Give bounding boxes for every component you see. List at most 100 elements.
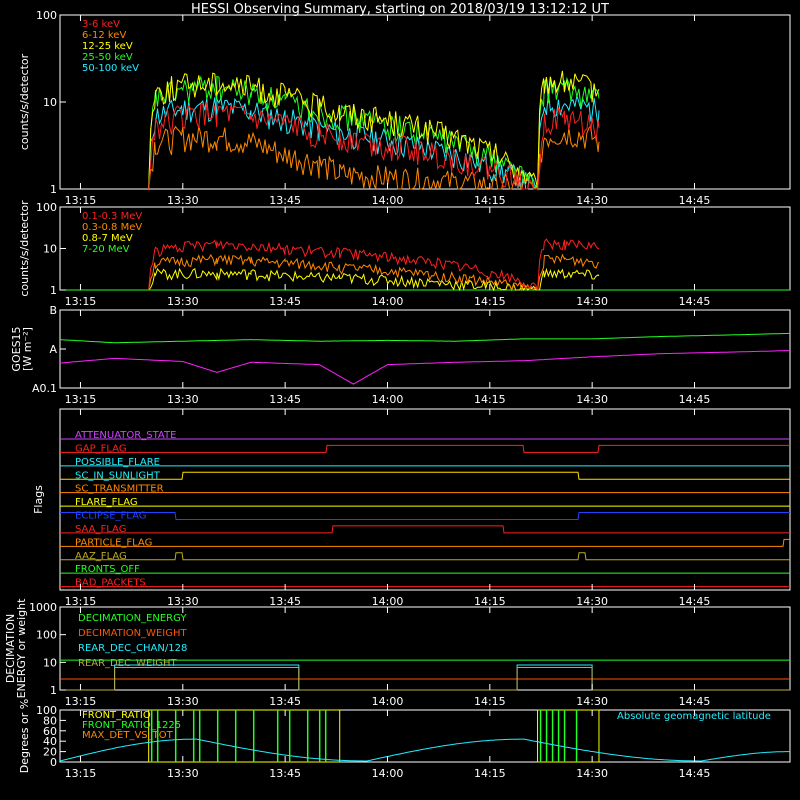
x-tick-label: 13:45 <box>269 194 301 207</box>
ratios-y-tick-label: 100 <box>36 704 57 717</box>
lightcurve-12-25-kev <box>148 70 600 190</box>
x-tick-label: 14:30 <box>576 695 608 708</box>
lightcurve-low-ylabel: counts/s/detector <box>18 53 31 150</box>
decimation-legend-entry: DECIMATION_WEIGHT <box>78 628 187 639</box>
lightcurve-high-legend-entry: 0.3-0.8 MeV <box>82 222 142 233</box>
lightcurve-low-legend-entry: 3-6 keV <box>82 19 120 30</box>
x-tick-label: 14:30 <box>576 767 608 780</box>
ratios-y-tick-label: 60 <box>43 725 57 738</box>
x-tick-label: 14:00 <box>372 595 404 608</box>
ratios-y-tick-label: 80 <box>43 714 57 727</box>
decimation-rear-dec-weight <box>60 667 790 691</box>
flag-label: BAD_PACKETS <box>75 578 146 589</box>
decimation-legend-entry: DECIMATION_ENERGY <box>78 613 187 624</box>
flag-label: ATTENUATOR_STATE <box>75 430 176 441</box>
flag-line-gap-flag <box>60 444 790 453</box>
flag-line-saa-flag <box>60 525 790 534</box>
ratios-y-tick-label: 20 <box>43 746 57 759</box>
ratios-y-tick-label: 40 <box>43 735 57 748</box>
x-tick-label: 13:30 <box>167 393 199 406</box>
flag-line-particle-flag <box>60 538 790 547</box>
decimation-ylabel: DECIMATION <box>4 614 17 683</box>
ratios-ylabel: Degrees or % <box>18 699 31 773</box>
goes-ylabel: GOES15 <box>10 326 23 371</box>
lightcurve-low-y-tick-label: 100 <box>36 9 57 22</box>
flag-label: PARTICLE_FLAG <box>75 537 152 548</box>
x-tick-label: 13:30 <box>167 194 199 207</box>
lightcurve-high-y-tick-label: 1 <box>50 284 57 297</box>
x-tick-label: 14:30 <box>576 595 608 608</box>
goes-panel <box>59 309 791 389</box>
goes-low-curve <box>59 350 790 385</box>
lightcurve-3-6-kev <box>148 102 600 190</box>
goes-y-tick-label: A <box>49 343 57 356</box>
ratios-panel <box>59 709 791 763</box>
x-tick-label: 13:45 <box>269 295 301 308</box>
geomagnetic-latitude-legend: Absolute geomagnetic latitude <box>617 711 771 722</box>
flag-label: POSSIBLE_FLARE <box>75 457 160 468</box>
goes-high-curve <box>59 332 790 344</box>
flags-ylabel: Flags <box>32 485 45 514</box>
x-tick-label: 14:30 <box>576 393 608 406</box>
lightcurve-low-legend-entry: 50-100 keV <box>82 63 139 74</box>
x-tick-label: 13:15 <box>65 295 97 308</box>
goes-y-tick-label: A0.1 <box>32 382 57 395</box>
x-tick-label: 14:00 <box>372 695 404 708</box>
x-tick-label: 14:00 <box>372 194 404 207</box>
x-tick-label: 14:45 <box>679 767 711 780</box>
flag-label: SAA_FLAG <box>75 524 126 535</box>
x-tick-label: 14:15 <box>474 595 506 608</box>
decimation-legend-entry: REAR_DEC_CHAN/128 <box>78 643 187 654</box>
x-tick-label: 13:45 <box>269 695 301 708</box>
x-tick-label: 14:15 <box>474 767 506 780</box>
x-tick-label: 14:15 <box>474 695 506 708</box>
lightcurve-low-panel <box>59 14 791 190</box>
lightcurve-high-ylabel: counts/s/detector <box>18 200 31 297</box>
x-tick-label: 14:45 <box>679 393 711 406</box>
flag-label: AAZ_FLAG <box>75 551 127 562</box>
x-tick-label: 14:30 <box>576 194 608 207</box>
geomagnetic-latitude-curve <box>59 738 790 762</box>
ratios-legend-entry: FRONT_RATIO <box>82 710 151 721</box>
lightcurve-0-1-0-3-mev <box>148 238 600 291</box>
lightcurve-low-legend-entry: 6-12 keV <box>82 30 126 41</box>
flag-label: ECLIPSE_FLAG <box>75 511 146 522</box>
x-tick-label: 13:30 <box>167 767 199 780</box>
lightcurve-low-y-tick-label: 1 <box>50 183 57 196</box>
x-tick-label: 14:45 <box>679 295 711 308</box>
x-tick-label: 14:00 <box>372 393 404 406</box>
flag-label: SC_IN_SUNLIGHT <box>75 470 161 481</box>
lightcurve-high-y-tick-label: 100 <box>36 201 57 214</box>
lightcurve-low-y-tick-label: 10 <box>43 96 57 109</box>
lightcurve-high-legend-entry: 0.1-0.3 MeV <box>82 211 142 222</box>
front-ratio-block <box>148 709 341 763</box>
flag-label: GAP_FLAG <box>75 443 127 454</box>
x-tick-label: 14:45 <box>679 695 711 708</box>
ratios-y-tick-label: 0 <box>50 756 57 769</box>
flag-line-eclipse-flag <box>60 512 790 520</box>
x-tick-label: 13:45 <box>269 393 301 406</box>
x-tick-label: 13:15 <box>65 767 97 780</box>
goes-y-tick-label: B <box>49 304 57 317</box>
x-tick-label: 14:15 <box>474 295 506 308</box>
decimation-ylabel-2: ENERGY or weight <box>15 598 28 698</box>
plot-title: HESSI Observing Summary, starting on 201… <box>191 2 609 17</box>
x-tick-label: 14:15 <box>474 194 506 207</box>
x-tick-label: 13:30 <box>167 595 199 608</box>
x-tick-label: 14:45 <box>679 194 711 207</box>
decimation-y-tick-label: 1 <box>50 684 57 697</box>
lightcurve-low-legend-entry: 25-50 keV <box>82 52 133 63</box>
x-tick-label: 14:15 <box>474 393 506 406</box>
ratios-legend-entry: MAX_DET_VS_TOT <box>82 730 174 741</box>
decimation-y-tick-label: 100 <box>36 629 57 642</box>
lightcurve-high-legend-entry: 0.8-7 MeV <box>82 233 133 244</box>
x-tick-label: 14:30 <box>576 295 608 308</box>
flags-panel <box>59 408 791 591</box>
front-ratio-block <box>537 709 600 763</box>
decimation-y-tick-label: 10 <box>43 656 57 669</box>
x-tick-label: 14:00 <box>372 767 404 780</box>
x-tick-label: 14:00 <box>372 295 404 308</box>
x-tick-label: 13:30 <box>167 695 199 708</box>
ratios-legend-entry: FRONT_RATIO_1225 <box>82 720 181 731</box>
